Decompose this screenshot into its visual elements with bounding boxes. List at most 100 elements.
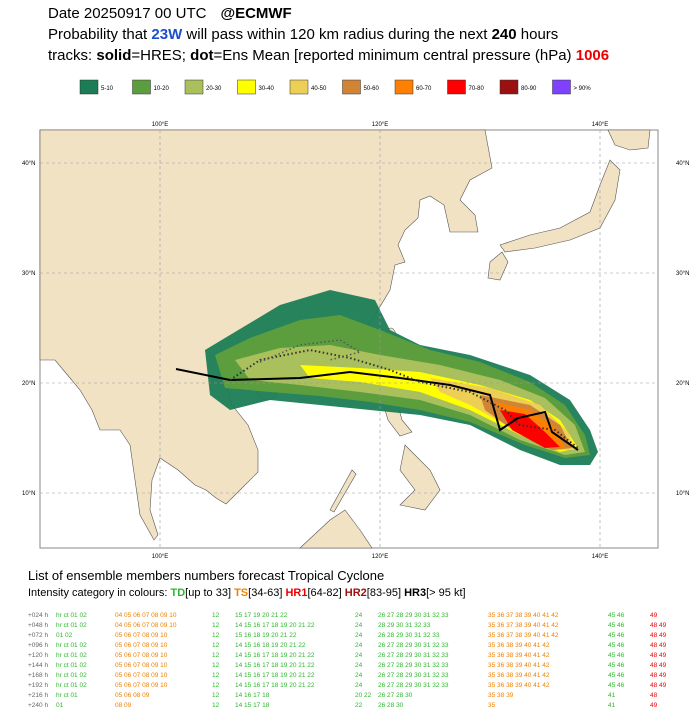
member-cell: 35 [488, 702, 496, 709]
text: Probability that [48, 26, 148, 43]
legend-label: 50-60 [364, 86, 380, 92]
member-cell: 12 [212, 642, 220, 649]
legend-swatch [447, 79, 466, 95]
legend: 5-10 10-20 20-30 30-40 40-50 50-60 60-70 70-80 8… [79, 79, 592, 95]
legend-swatch [184, 79, 204, 95]
member-cell: 26 27 28 29 30 31 32 33 [378, 662, 449, 669]
member-cell: 12 [212, 612, 220, 619]
member-cell: 48 49 [650, 662, 667, 669]
hr3: HR3 [404, 587, 426, 599]
member-cell: 41 [608, 692, 616, 699]
member-cell: 45 46 [608, 662, 625, 669]
row-label: +072 h [28, 632, 48, 639]
member-cell: 14 15 16 17 18 19 20 21 22 [235, 672, 315, 679]
member-cell: hr ct 01 02 [56, 652, 87, 659]
member-cell: 26 28 30 [378, 702, 404, 709]
member-cell: 35 36 38 39 40 41 42 [488, 662, 550, 669]
text: [34-63] [248, 587, 282, 599]
legend-swatch [342, 79, 361, 95]
member-cell: 26 27 28 29 30 31 32 33 [378, 682, 449, 689]
legend-label: 20-30 [206, 86, 222, 92]
legend-swatch [237, 79, 256, 95]
text: =Ens Mean [reported minimum central pres… [213, 47, 571, 64]
lon-label: 120°E [372, 122, 388, 128]
member-cell: 26 27 28 29 30 31 32 33 [378, 612, 449, 619]
member-cell: 24 [355, 672, 363, 679]
date: Date 20250917 00 UTC [48, 5, 207, 22]
hr1: HR1 [285, 587, 307, 599]
hres-track [175, 368, 579, 451]
member-cell: 14 15 17 18 [235, 702, 270, 709]
member-cell: 05 06 07 08 09 10 [115, 672, 168, 679]
member-cell: 24 [355, 632, 363, 639]
member-cell: 05 06 07 08 09 10 [115, 652, 168, 659]
member-cell: 24 [355, 612, 363, 619]
member-cell: 49 [650, 612, 658, 619]
member-cell: 45 46 [608, 682, 625, 689]
lon-label: 100°E [152, 554, 168, 560]
member-cell: 49 [650, 702, 658, 709]
member-cell: 26 28 29 30 31 32 33 [378, 632, 440, 639]
row-label: +096 h [28, 642, 48, 649]
member-cell: 24 [355, 662, 363, 669]
borneo [299, 509, 373, 549]
map [39, 129, 659, 549]
legend-label: > 90% [574, 86, 592, 92]
member-cell: 48 49 [650, 652, 667, 659]
member-cell: 45 46 [608, 672, 625, 679]
legend-label: 60-70 [416, 86, 432, 92]
lat-label: 40°N [22, 161, 35, 167]
member-cell: 41 [608, 702, 616, 709]
member-cell: 05 06 07 08 09 10 [115, 662, 168, 669]
row-label: +144 h [28, 662, 48, 669]
legend-label: 30-40 [259, 86, 275, 92]
member-cell: 05 06 07 08 09 10 [115, 642, 168, 649]
td: TD [170, 587, 185, 599]
member-cell: 35 36 38 39 40 41 42 [488, 652, 550, 659]
member-cell: 48 49 [650, 682, 667, 689]
legend-swatch [499, 79, 519, 95]
member-cell: 12 [212, 662, 220, 669]
text: dot [190, 47, 213, 64]
member-cell: hr ct 01 02 [56, 622, 87, 629]
pressure: 1006 [576, 47, 609, 64]
text: [83-95] [367, 587, 401, 599]
member-cell: 35 36 37 38 39 40 41 42 [488, 622, 559, 629]
header-line1: Date 20250917 00 UTC @ECMWF [48, 5, 292, 22]
legend-swatch [79, 79, 99, 95]
member-cell: 35 36 37 38 39 40 41 42 [488, 612, 559, 619]
member-table: +024 h hr ct 01 02 04 05 06 07 08 09 10 12 1… [28, 612, 667, 709]
member-cell: 24 [355, 682, 363, 689]
member-cell: 14 16 17 18 [235, 692, 270, 699]
member-cell: hr ct 01 02 [56, 662, 87, 669]
lat-label: 10°N [676, 491, 689, 497]
member-cell: 04 05 06 07 08 09 10 [115, 612, 177, 619]
legend-label: 10-20 [154, 86, 170, 92]
lat-label: 30°N [22, 271, 35, 277]
member-cell: 26 27 28 30 [378, 692, 413, 699]
row-label: +216 h [28, 692, 48, 699]
legend-swatch [394, 79, 414, 95]
member-cell: 15 17 19 20 21 22 [235, 612, 288, 619]
storm-id: 23W [151, 26, 183, 43]
member-cell: 12 [212, 682, 220, 689]
ts: TS [234, 587, 248, 599]
text: [64-82] [307, 587, 341, 599]
member-cell: 05 06 07 08 09 10 [115, 682, 168, 689]
member-cell: 22 [355, 702, 363, 709]
member-cell: 12 [212, 652, 220, 659]
text: =HRES; [131, 47, 186, 64]
ens-mean-track [229, 348, 579, 449]
member-cell: 12 [212, 632, 220, 639]
row-label: +240 h [28, 702, 48, 709]
member-cell: 14 15 16 17 18 19 20 21 22 [235, 682, 315, 689]
text: [up to 33] [185, 587, 231, 599]
hokkaido [607, 129, 651, 151]
legend-label: 5-10 [101, 86, 114, 92]
member-cell: hr ct 01 02 [56, 672, 87, 679]
member-cell: 04 05 06 07 08 09 10 [115, 622, 177, 629]
member-cell: 12 [212, 702, 220, 709]
row-label: +048 h [28, 622, 48, 629]
member-cell: 12 [212, 692, 220, 699]
